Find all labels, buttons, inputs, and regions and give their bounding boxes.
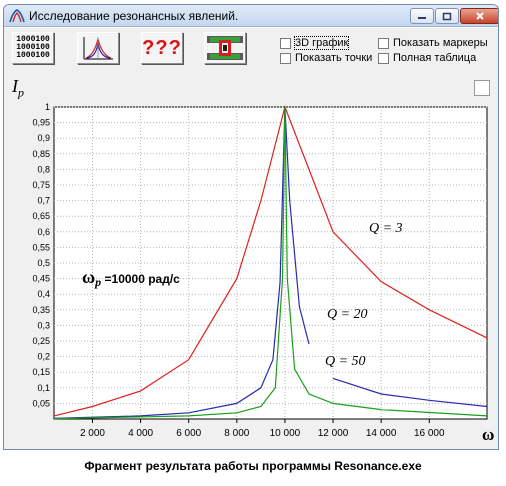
x-tick-label: 2 000 (80, 428, 105, 439)
graph-3d-checkbox[interactable]: 3D график (280, 36, 350, 50)
y-symbol-main: I (12, 76, 18, 96)
binary-data-icon: 1000100 1000100 1000100 (16, 36, 50, 60)
show-points-checkbox[interactable]: Показать точки (280, 52, 372, 64)
y-tick-label: 0,4 (37, 289, 50, 299)
full-table-checkbox[interactable]: Полная таблица (378, 52, 476, 64)
checkbox-label: Полная таблица (393, 52, 477, 64)
binary-line: 1000100 (16, 43, 50, 52)
x-tick-label: 16 000 (414, 428, 445, 439)
x-tick-label: 14 000 (366, 428, 397, 439)
x-tick-label: 4 000 (128, 428, 153, 439)
q-label: Q = 20 (327, 307, 368, 322)
x-tick-label: 8 000 (224, 428, 249, 439)
resonance-curves-icon (83, 37, 113, 60)
y-symbol-sub: p (18, 85, 24, 100)
minimize-button[interactable] (410, 8, 434, 24)
y-tick-label: 0,8 (37, 164, 50, 174)
y-tick-label: 0,85 (32, 149, 50, 159)
checkbox-box[interactable] (378, 37, 389, 49)
maximize-icon (442, 12, 452, 20)
resonance-frequency-label: ωp =10000 рад/с (82, 267, 180, 289)
checkbox-box[interactable] (280, 52, 291, 64)
window-title: Исследование резонансных явлений. (29, 9, 239, 23)
toolbar: 1000100 1000100 1000100 ??? (4, 28, 498, 72)
y-tick-label: 0,2 (37, 352, 50, 362)
y-tick-label: 0,15 (32, 367, 50, 377)
q-label: Q = 50 (325, 354, 366, 369)
close-button[interactable] (460, 8, 498, 24)
close-icon (476, 12, 484, 20)
x-axis-symbol: ω (482, 425, 494, 444)
data-table-button[interactable]: 1000100 1000100 1000100 (12, 32, 54, 64)
x-tick-label: 12 000 (318, 428, 349, 439)
y-tick-label: 0,45 (32, 274, 50, 284)
binary-line: 1000100 (16, 35, 50, 44)
y-tick-label: 1 (45, 102, 50, 112)
y-tick-label: 0,05 (32, 398, 50, 408)
y-tick-label: 0,6 (37, 227, 50, 237)
checkbox-label: Показать маркеры (393, 37, 488, 49)
y-tick-label: 0,7 (37, 196, 50, 206)
app-icon (9, 9, 25, 23)
maximize-button[interactable] (435, 8, 459, 24)
series-line-q20 (332, 377, 488, 408)
binary-line: 1000100 (16, 51, 50, 60)
y-tick-label: 0,1 (37, 383, 50, 393)
circuit-button[interactable] (204, 32, 246, 64)
checkbox-box[interactable] (280, 37, 291, 49)
y-tick-label: 0,35 (32, 305, 50, 315)
x-tick-label: 6 000 (176, 428, 201, 439)
series-line-q3 (53, 105, 488, 417)
y-tick-label: 0,5 (37, 258, 50, 268)
q-label: Q = 3 (369, 221, 403, 236)
circuit-icon (207, 36, 243, 60)
title-bar[interactable]: Исследование резонансных явлений. (4, 5, 498, 27)
app-window: Исследование резонансных явлений. 100010… (3, 4, 499, 450)
checkbox-label: Показать точки (295, 52, 373, 64)
y-axis-symbol: Ip (12, 76, 56, 100)
minimize-icon (418, 17, 426, 19)
y-tick-label: 0,75 (32, 180, 50, 190)
checkbox-box[interactable] (378, 52, 389, 64)
help-icon: ??? (142, 36, 182, 59)
plot-curves-button[interactable] (77, 32, 119, 64)
checkbox-label: 3D график (293, 36, 350, 50)
series-line-q50 (53, 106, 488, 420)
help-button[interactable]: ??? (141, 32, 183, 64)
options-corner-button[interactable] (474, 80, 490, 96)
y-tick-label: 0,25 (32, 336, 50, 346)
resonance-chart: 0,05 0,1 0,15 0,2 0,25 0,3 0,35 0,4 0,45 0,5 0,55 0… (32, 102, 494, 444)
y-tick-label: 0,3 (37, 320, 50, 330)
figure-caption: Фрагмент результата работы программы Res… (84, 459, 422, 473)
y-tick-label: 0,95 (32, 118, 50, 128)
series-line-q20 (53, 106, 310, 419)
show-markers-checkbox[interactable]: Показать маркеры (378, 37, 488, 49)
y-tick-label: 0,9 (37, 133, 50, 143)
x-tick-label: 10 000 (270, 428, 301, 439)
y-tick-label: 0,65 (32, 211, 50, 221)
y-tick-label: 0,55 (32, 242, 50, 252)
